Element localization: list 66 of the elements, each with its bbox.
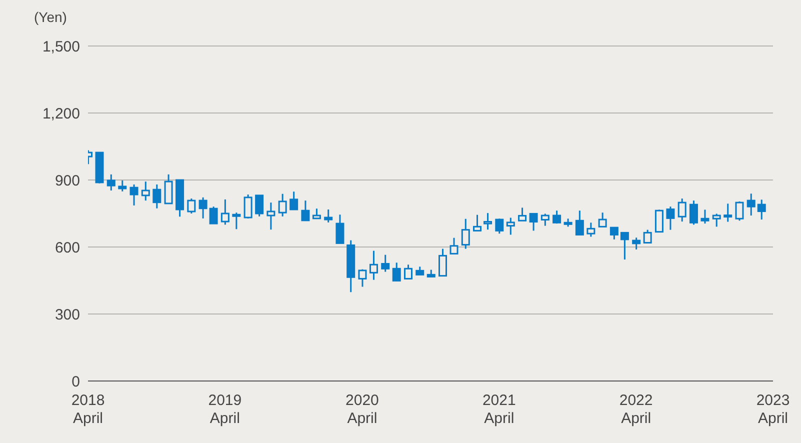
candlestick [461, 218, 470, 250]
candlestick [518, 206, 527, 222]
candlestick [232, 212, 241, 230]
candlestick [643, 229, 652, 244]
candlestick [724, 202, 732, 223]
candlestick [735, 200, 744, 222]
candlestick [484, 212, 492, 230]
candlestick [324, 208, 333, 224]
candlestick [255, 194, 264, 218]
x-tick-label: 2021 April [482, 392, 516, 427]
candlestick [757, 198, 766, 220]
candlestick [130, 184, 138, 206]
candlestick [575, 210, 584, 236]
candlestick [381, 254, 390, 273]
x-tick-label: 2019 April [208, 392, 242, 427]
y-tick-label: 900 [54, 172, 80, 190]
candlestick [164, 174, 173, 204]
x-tick-label: 2018 April [71, 392, 105, 427]
y-tick-label: 600 [54, 239, 80, 256]
candlestick [632, 236, 641, 250]
y-tick-label: 1,500 [42, 38, 80, 56]
x-tick-label: 2023 April [756, 392, 790, 427]
candlestick [666, 206, 675, 231]
candlestick [244, 194, 252, 220]
candlestick [586, 222, 596, 238]
candlestick [654, 208, 664, 233]
candlestick [392, 262, 401, 282]
candlestick [369, 250, 378, 281]
y-tick-label: 300 [54, 306, 80, 324]
candlestick [450, 237, 458, 254]
candlestick [620, 232, 629, 260]
candlestick [290, 190, 298, 210]
candlestick [152, 184, 162, 210]
candlestick [610, 226, 618, 240]
candlestick [540, 212, 550, 227]
candlestick [209, 206, 218, 224]
candlestick [689, 200, 698, 226]
candlestick [312, 208, 321, 220]
candlestick [746, 192, 756, 216]
candlestick [529, 212, 538, 232]
y-axis-title: (Yen) [34, 9, 67, 25]
x-tick-label: 2022 April [619, 392, 653, 427]
candlestick [106, 174, 116, 192]
candlestick [495, 218, 504, 234]
candlestick [141, 180, 150, 202]
candlestick [678, 198, 686, 222]
y-tick-label: 1,200 [42, 105, 80, 122]
candlestick [438, 248, 447, 277]
candlestick [266, 202, 276, 230]
candlestick [220, 198, 230, 226]
candlestick [118, 180, 127, 192]
candlestick [198, 196, 208, 220]
candlestick [278, 193, 287, 218]
candlestick [700, 208, 710, 224]
candlestick [598, 212, 607, 228]
candlestick [187, 198, 196, 214]
y-tick-label: 0 [72, 373, 80, 390]
candlestick [301, 200, 310, 222]
x-tick-label: 2020 April [346, 392, 379, 427]
candlestick [506, 216, 515, 236]
candlestick [404, 264, 412, 280]
candlestick [358, 268, 367, 288]
candlestick [552, 210, 562, 224]
candlestick [712, 212, 721, 228]
candlestick [473, 214, 482, 232]
candlestick [336, 214, 344, 244]
